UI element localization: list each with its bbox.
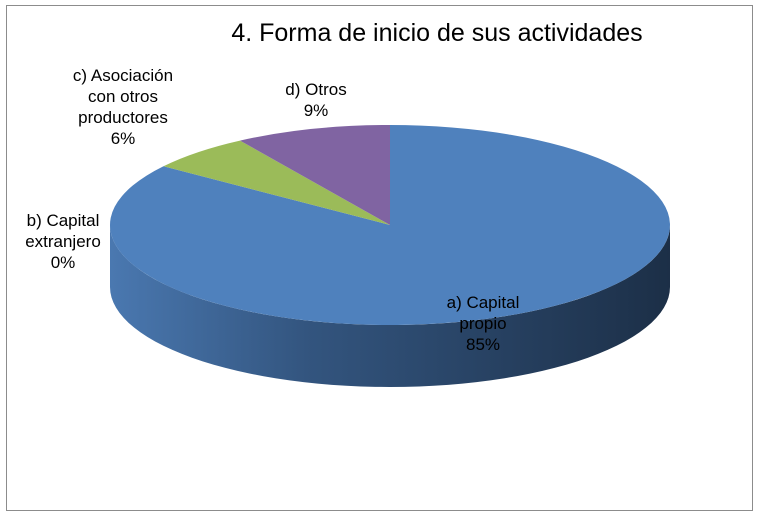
slice-value-label: 9% [304,101,329,120]
pie [109,125,670,387]
slice-label: b) Capital extranjero [25,211,101,251]
slice-label: c) Asociación con otros productores [73,66,173,127]
slice-value-label: 0% [51,253,76,272]
slice-label: a) Capital propio [447,293,520,333]
slice-value-label: 6% [111,129,136,148]
pie-side [110,225,670,387]
pie-slice [239,125,390,225]
slice-label: d) Otros [285,80,346,99]
pie-slice [109,125,670,325]
slice-value-label: 85% [466,335,500,354]
chart-title: 4. Forma de inicio de sus actividades [231,19,642,47]
pie-slice [163,140,390,225]
